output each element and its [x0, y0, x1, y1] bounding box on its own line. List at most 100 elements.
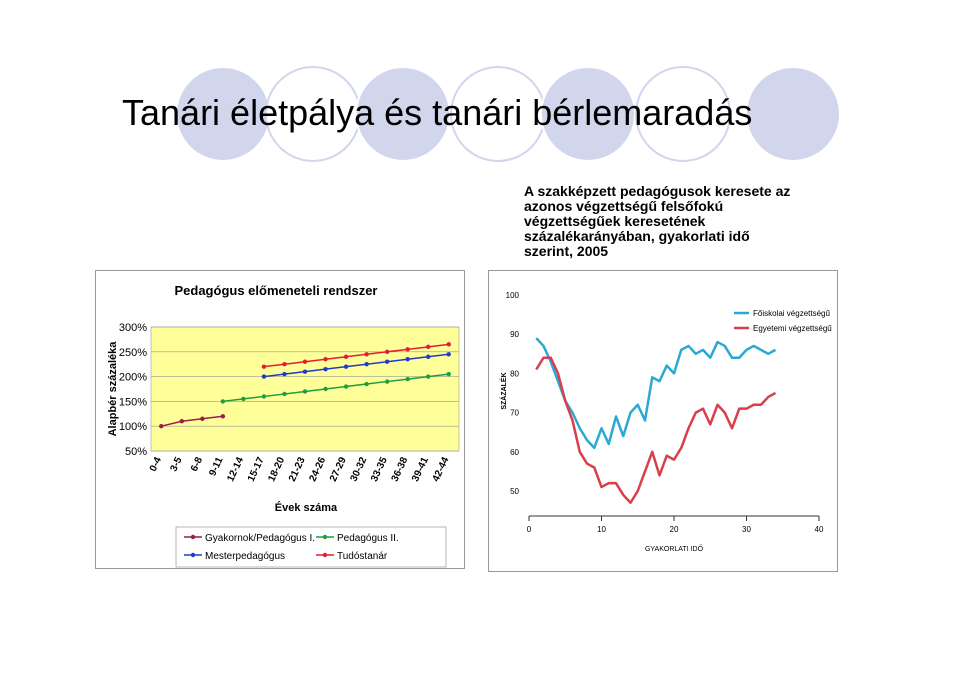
- x-tick-label: 0: [527, 525, 532, 534]
- x-tick-label: 30: [742, 525, 751, 534]
- data-point: [364, 362, 369, 367]
- x-tick-label: 36-38: [390, 455, 411, 483]
- y-tick-label: 100%: [119, 421, 147, 433]
- x-tick-label: 27-29: [328, 455, 349, 483]
- y-tick-label: 90: [510, 330, 519, 339]
- x-tick-label: 20: [670, 525, 679, 534]
- data-point: [405, 357, 410, 362]
- legend-label: Főiskolai végzettségű: [753, 309, 830, 318]
- data-point: [364, 381, 369, 387]
- chart-caption: A szakképzett pedagógusok keresete az az…: [524, 184, 854, 259]
- x-tick-label: 30-32: [349, 455, 370, 483]
- y-tick-label: 300%: [119, 322, 147, 334]
- y-axis-label: SZÁZALÉK: [499, 372, 508, 409]
- data-point: [323, 386, 328, 392]
- data-point: [426, 354, 431, 359]
- data-point: [220, 399, 226, 404]
- legend-box: [175, 526, 447, 568]
- data-point: [220, 414, 226, 419]
- data-point: [302, 359, 308, 364]
- data-point: [302, 389, 308, 394]
- data-point: [282, 362, 287, 367]
- data-point: [384, 359, 390, 364]
- salary-chart-panel: 0 10 20 30 40 50 60 70 80 90 100 SZÁZALÉK GYAKORLATI…: [488, 270, 838, 572]
- y-tick-label: 50: [510, 487, 519, 496]
- plot-area: [150, 326, 460, 452]
- decor-circle-6: [635, 66, 731, 162]
- decor-circle-5: [540, 66, 636, 162]
- career-chart-panel: Pedagógus előmeneteli rendszer 50% 100% 150…: [95, 270, 465, 569]
- x-tick-label: 3-5: [168, 455, 184, 473]
- data-point: [241, 396, 246, 402]
- y-tick-label: 50%: [125, 446, 147, 458]
- x-tick-label: 9-11: [207, 455, 225, 478]
- y-tick-label: 60: [510, 448, 519, 457]
- data-point: [200, 416, 205, 421]
- data-point: [384, 379, 390, 384]
- y-tick-label: 250%: [119, 347, 147, 359]
- x-tick-label: 10: [597, 525, 606, 534]
- x-tick-label: 39-41: [410, 455, 431, 483]
- data-point: [261, 394, 267, 399]
- legend-marker: [322, 552, 328, 558]
- decor-circle-1: [175, 66, 271, 162]
- legend-label: Tudóstanár: [337, 551, 388, 562]
- legend-marker: [322, 534, 328, 540]
- data-point: [261, 364, 267, 369]
- x-tick-label: 24-26: [307, 455, 328, 483]
- legend-label: Mesterpedagógus: [205, 551, 285, 562]
- data-point: [364, 352, 369, 357]
- decor-circle-3: [355, 66, 451, 162]
- x-axis-label: Évek száma: [275, 501, 338, 514]
- data-point: [343, 384, 349, 389]
- caption-line: A szakképzett pedagógusok keresete az: [524, 183, 791, 199]
- data-point: [343, 364, 349, 369]
- y-tick-label: 200%: [119, 372, 147, 384]
- salary-chart: 0 10 20 30 40 50 60 70 80 90 100 SZÁZALÉK GYAKORLATI…: [499, 291, 832, 553]
- x-tick-label: 40: [815, 525, 824, 534]
- data-point: [426, 374, 431, 379]
- caption-line: azonos végzettségű felsőfokú: [524, 198, 724, 214]
- data-point: [323, 366, 328, 372]
- x-tick-label: 21-23: [287, 455, 308, 483]
- legend-marker: [190, 534, 196, 540]
- data-point: [405, 347, 410, 352]
- data-point: [446, 371, 451, 377]
- caption-line: végzettségűek keresetének: [524, 213, 706, 229]
- series-line: [222, 373, 449, 403]
- legend-label: Gyakornok/Pedagógus I.: [205, 533, 315, 544]
- data-point: [302, 369, 308, 374]
- x-tick-label: 15-17: [246, 455, 267, 483]
- chart-title: Pedagógus előmeneteli rendszer: [174, 283, 377, 298]
- data-point: [446, 342, 451, 347]
- x-tick-label: 33-35: [369, 455, 390, 483]
- data-point: [323, 357, 328, 362]
- caption-line: szerint, 2005: [524, 243, 609, 259]
- y-tick-label: 70: [510, 409, 519, 418]
- y-tick-label: 100: [506, 291, 520, 300]
- decor-circle-7: [745, 66, 841, 162]
- x-tick-label: 6-8: [189, 455, 205, 473]
- series-line: [263, 343, 449, 368]
- x-axis-label: GYAKORLATI IDŐ: [645, 544, 704, 553]
- data-point: [384, 349, 390, 354]
- y-tick-label: 80: [510, 369, 519, 378]
- x-tick-label: 0-4: [148, 455, 164, 473]
- caption-line: százalékarányában, gyakorlati idő: [524, 228, 750, 244]
- x-tick-label: 42-44: [431, 455, 452, 483]
- series-line: [263, 353, 449, 378]
- data-point: [261, 374, 267, 379]
- series-line: [161, 415, 223, 427]
- decor-circle-2: [265, 66, 361, 162]
- legend-label: Egyetemi végzettségű: [753, 324, 832, 333]
- slide-title: Tanári életpálya és tanári bérlemaradás: [122, 92, 753, 133]
- data-point: [282, 391, 287, 397]
- data-point: [426, 344, 431, 350]
- legend-label: Pedagógus II.: [337, 533, 399, 544]
- series-line: [535, 356, 777, 505]
- data-point: [159, 424, 164, 429]
- x-tick-label: 18-20: [266, 455, 287, 483]
- y-axis-label: Alapbér százaléka: [107, 341, 119, 437]
- data-point: [405, 376, 410, 382]
- series-line: [535, 337, 777, 450]
